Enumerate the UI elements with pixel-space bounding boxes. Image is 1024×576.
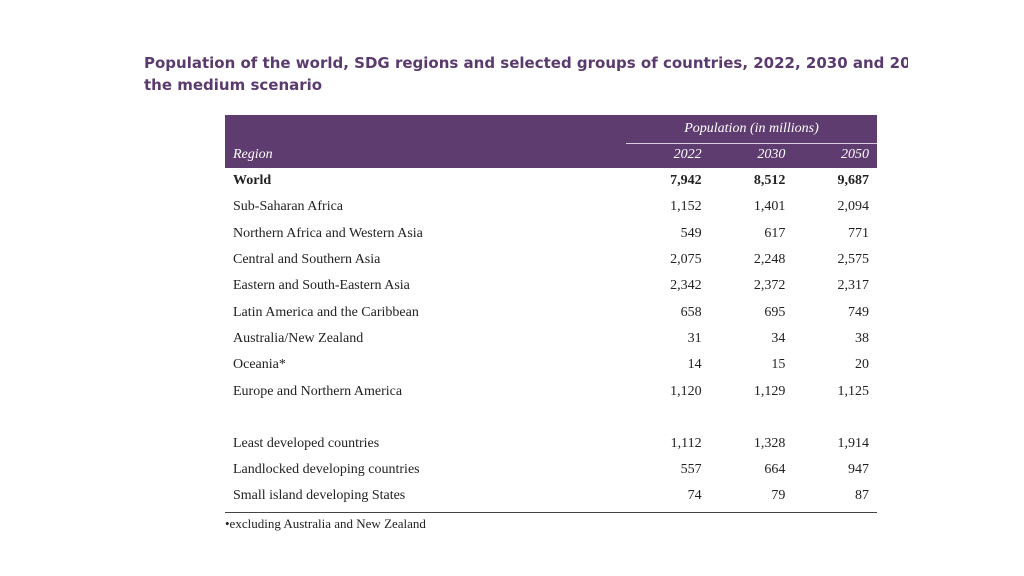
- value-2050: 749: [848, 304, 870, 320]
- value-2022: 1,120: [670, 383, 702, 399]
- value-2050: 2,317: [837, 278, 870, 294]
- value-2030: 695: [764, 304, 786, 320]
- value-2030: 15: [771, 357, 786, 373]
- group-header-rule: [626, 143, 877, 144]
- table-row: Small island developing States 74 79 87: [225, 483, 877, 509]
- region-cell: Landlocked developing countries: [233, 462, 420, 478]
- value-2022: 2,342: [670, 278, 702, 294]
- table-row: Least developed countries 1,112 1,328 1,…: [225, 431, 877, 457]
- value-2022: 549: [680, 225, 702, 241]
- region-cell: Small island developing States: [233, 488, 406, 504]
- region-cell: Northern Africa and Western Asia: [233, 225, 423, 241]
- value-2050: 38: [855, 330, 870, 346]
- region-cell: Central and Southern Asia: [233, 252, 381, 268]
- country-group-rows: Least developed countries 1,112 1,328 1,…: [225, 431, 877, 510]
- footnote: •excluding Australia and New Zealand: [225, 516, 426, 531]
- value-2030: 1,401: [753, 199, 786, 215]
- value-2022: 7,942: [670, 173, 702, 189]
- table-row: Australia/New Zealand 31 34 38: [225, 326, 877, 352]
- value-2030: 8,512: [753, 173, 786, 189]
- region-cell: Eastern and South-Eastern Asia: [233, 278, 410, 294]
- value-2050: 20: [855, 357, 870, 373]
- value-2050: 87: [855, 488, 870, 504]
- table-row: Northern Africa and Western Asia 549 617…: [225, 221, 877, 247]
- column-header-2022: 2022: [673, 147, 702, 162]
- value-2030: 2,248: [753, 252, 786, 268]
- table-row: Sub-Saharan Africa 1,152 1,401 2,094: [225, 194, 877, 220]
- value-2022: 1,112: [670, 435, 702, 451]
- title-line-1: Population of the world, SDG regions and…: [144, 54, 908, 72]
- value-2022: 31: [687, 330, 702, 346]
- region-cell: Europe and Northern America: [233, 383, 403, 399]
- table-row: Central and Southern Asia 2,075 2,248 2,…: [225, 247, 877, 273]
- value-2030: 79: [771, 488, 786, 504]
- value-2050: 947: [848, 462, 870, 478]
- value-2022: 1,152: [670, 199, 702, 215]
- value-2030: 617: [764, 225, 786, 241]
- value-2022: 74: [687, 488, 702, 504]
- value-2050: 9,687: [837, 173, 870, 189]
- value-2022: 658: [680, 304, 702, 320]
- value-2050: 771: [848, 225, 870, 241]
- column-header-row: Region 2022 2030 2050: [225, 147, 877, 167]
- region-cell: Latin America and the Caribbean: [233, 304, 419, 320]
- value-2050: 1,914: [837, 435, 870, 451]
- table-row: Latin America and the Caribbean 658 695 …: [225, 299, 877, 325]
- population-table: Population (in millions) Region 2022 203…: [225, 115, 877, 513]
- value-2050: 1,125: [837, 383, 870, 399]
- value-2030: 2,372: [753, 278, 786, 294]
- region-cell: Sub-Saharan Africa: [233, 199, 344, 215]
- table-row: Eastern and South-Eastern Asia 2,342 2,3…: [225, 273, 877, 299]
- group-header: Population (in millions): [684, 121, 819, 136]
- value-2050: 2,094: [837, 199, 870, 215]
- value-2030: 34: [771, 330, 786, 346]
- page-title: Population of the world, SDG regions and…: [144, 52, 908, 96]
- value-2022: 557: [680, 462, 702, 478]
- title-line-2: the medium scenario: [144, 76, 323, 94]
- value-2030: 1,129: [753, 383, 786, 399]
- column-header-region: Region: [233, 147, 273, 162]
- column-header-2030: 2030: [757, 147, 786, 162]
- group-spacer: [225, 405, 877, 431]
- region-cell: Oceania*: [233, 357, 286, 373]
- region-cell: World: [233, 173, 272, 189]
- table-row: Oceania* 14 15 20: [225, 352, 877, 378]
- table-row-world: World 7,942 8,512 9,687: [225, 168, 877, 194]
- value-2022: 14: [687, 357, 702, 373]
- value-2030: 664: [764, 462, 786, 478]
- column-header-2050: 2050: [841, 147, 870, 162]
- region-cell: Least developed countries: [233, 435, 380, 451]
- table-header: Population (in millions) Region 2022 203…: [225, 115, 877, 168]
- value-2030: 1,328: [753, 435, 786, 451]
- table-row: Europe and Northern America 1,120 1,129 …: [225, 378, 877, 404]
- table-bottom-rule: [225, 511, 877, 513]
- region-rows: World 7,942 8,512 9,687 Sub-Saharan Afri…: [225, 168, 877, 405]
- value-2022: 2,075: [670, 252, 702, 268]
- value-2050: 2,575: [837, 252, 870, 268]
- region-cell: Australia/New Zealand: [233, 330, 364, 346]
- table-row: Landlocked developing countries 557 664 …: [225, 457, 877, 483]
